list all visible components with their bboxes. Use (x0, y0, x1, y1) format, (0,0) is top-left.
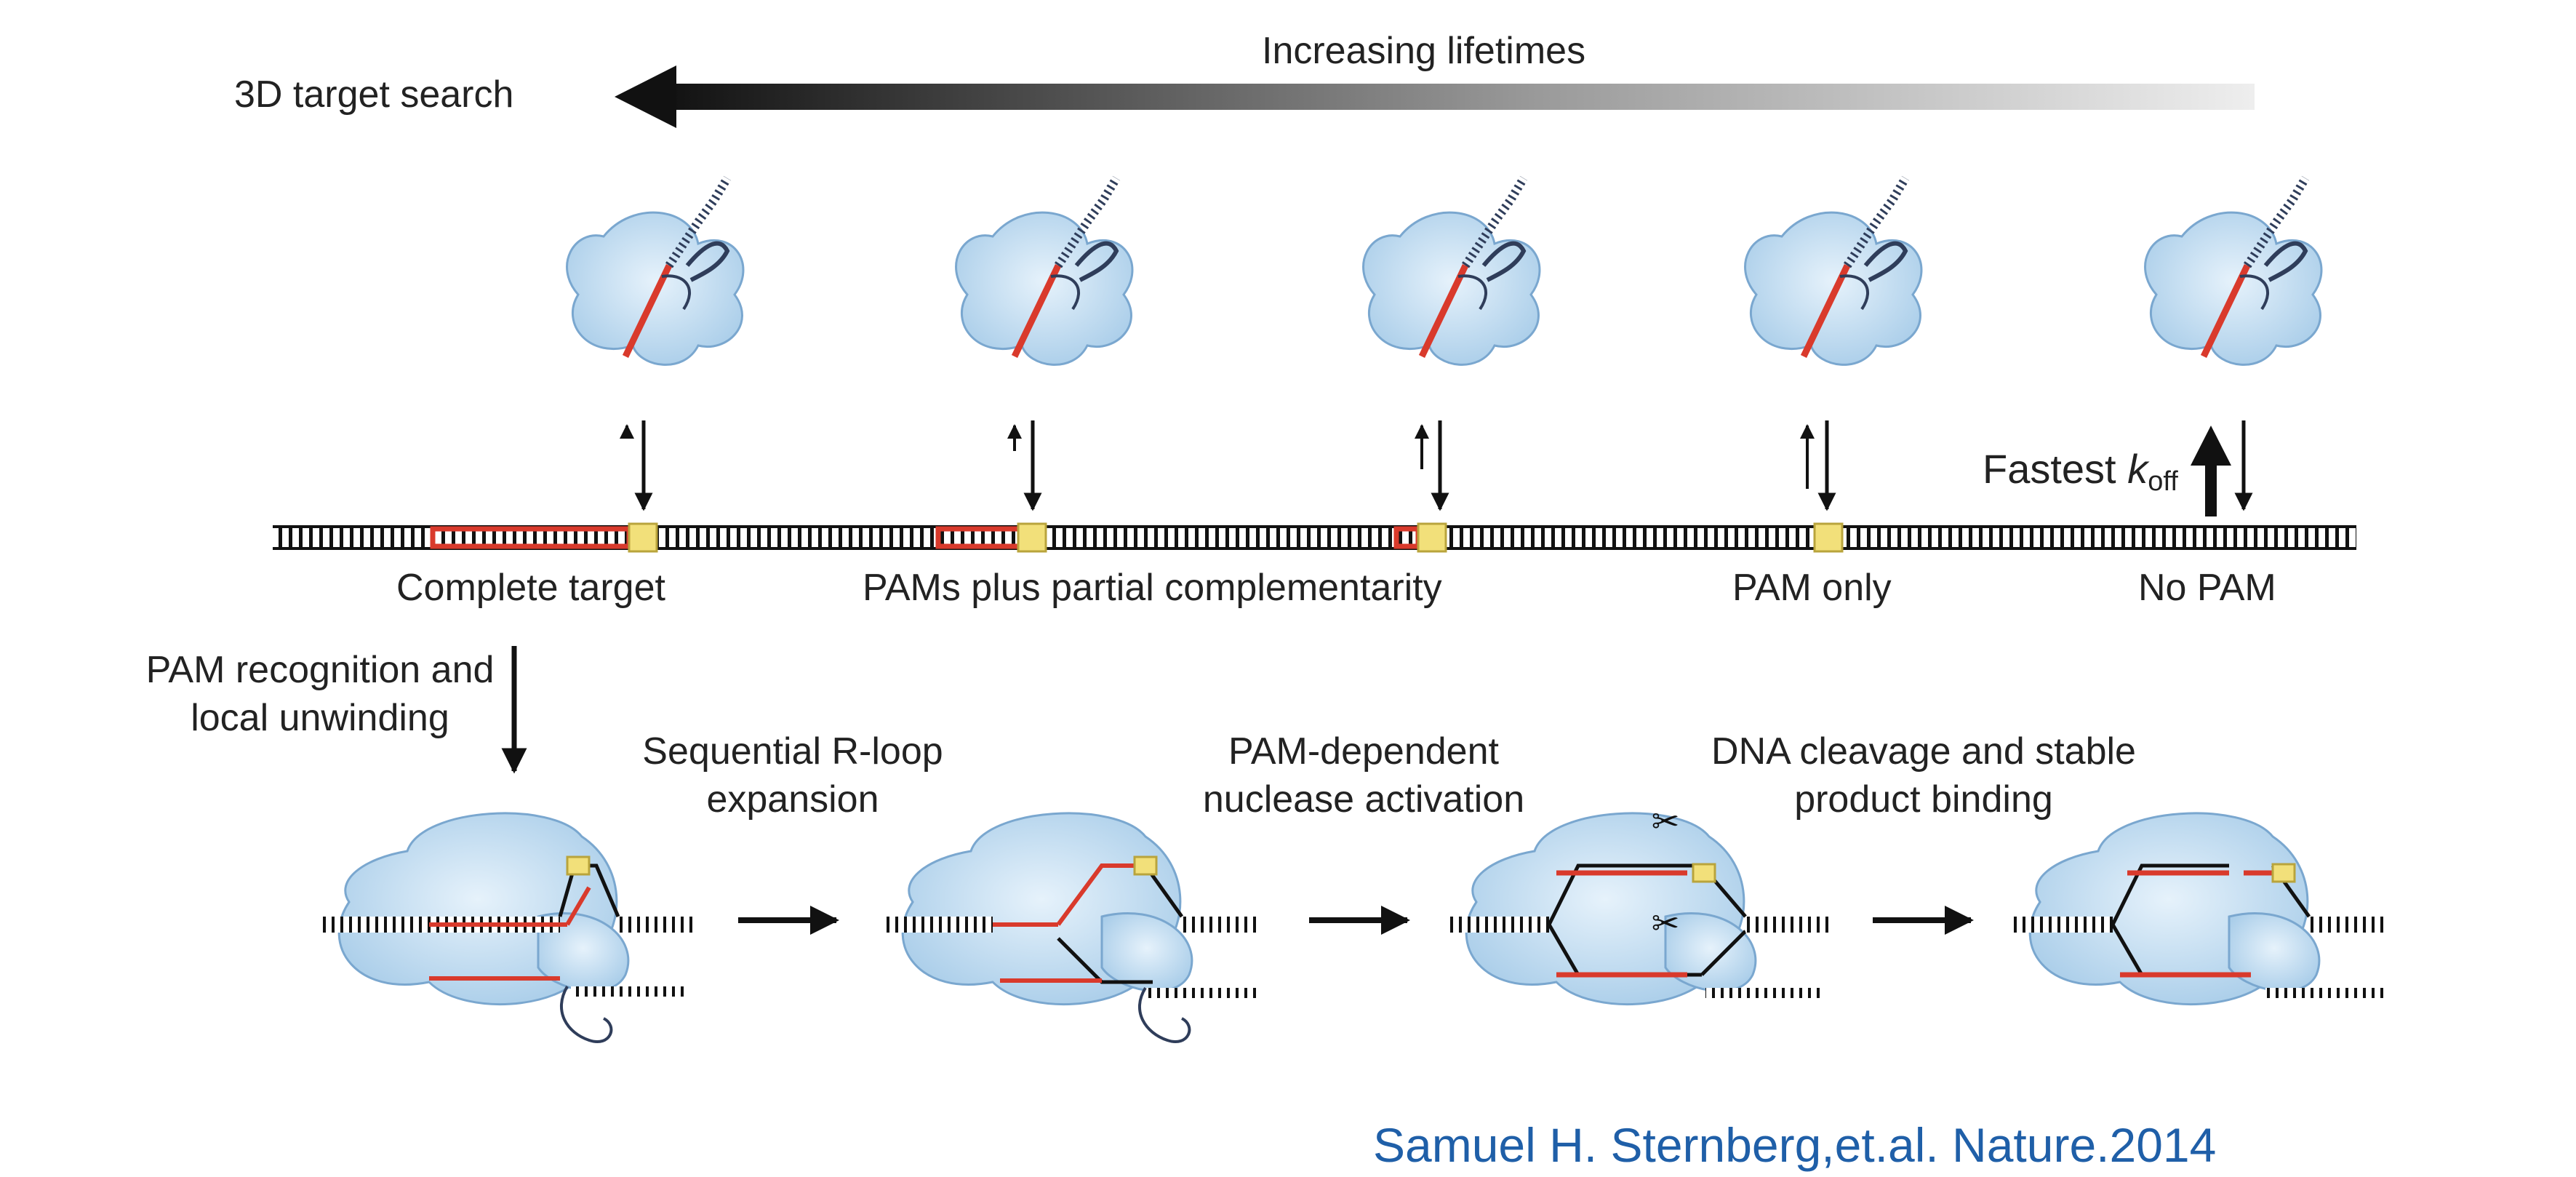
target-label-partial: PAMs plus partial complementarity (863, 567, 1442, 609)
cas9-complex-1 (567, 178, 743, 364)
citation: Samuel H. Sternberg,et.al. Nature.2014 (1373, 1118, 2217, 1172)
rloop-stage-3: ✂ ✂ (1447, 802, 1833, 1006)
binding-arrows (620, 420, 2253, 511)
cas9-complex-3 (1364, 178, 1540, 364)
target-search-label: 3D target search (234, 73, 514, 116)
fastest-koff-arrow (2191, 426, 2231, 516)
target-label-pam-only: PAM only (1732, 567, 1892, 609)
lifetime-label: Increasing lifetimes (1262, 30, 1586, 72)
cas9-complex-4 (1745, 178, 1921, 364)
pam-sites (628, 522, 1844, 553)
step-label-expansion: Sequential R-loop expansion (642, 730, 943, 821)
cas9-complex-2 (956, 178, 1132, 364)
svg-text:✂: ✂ (1652, 802, 1680, 841)
svg-text:✂: ✂ (1652, 903, 1680, 943)
step-label-activation: PAM-dependent nuclease activation (1202, 730, 1525, 821)
rloop-stage-2 (884, 812, 1262, 1043)
step-label-recognition: PAM recognition and local unwinding (145, 649, 495, 739)
rloop-stage-1 (320, 812, 698, 1043)
dna-target-strand (273, 525, 2356, 550)
step-label-cleavage: DNA cleavage and stable product binding (1711, 730, 2136, 821)
target-label-no-pam: No PAM (2138, 567, 2276, 609)
fastest-koff-label: Fastest koff (1983, 446, 2178, 497)
cas9-complex-5 (2145, 178, 2321, 364)
lifetime-arrow (615, 65, 2255, 128)
rloop-stage-4 (2011, 812, 2389, 1006)
target-label-complete: Complete target (396, 567, 665, 609)
